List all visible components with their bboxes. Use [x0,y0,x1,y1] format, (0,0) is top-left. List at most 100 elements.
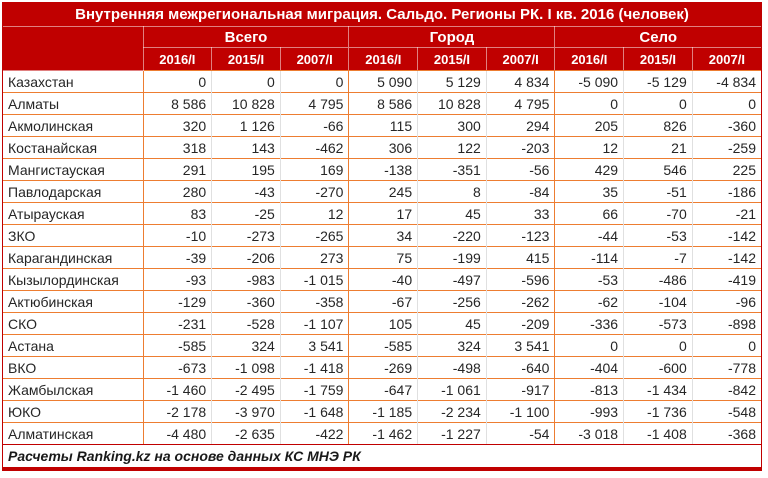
value-cell: -4 834 [691,70,761,93]
period-header: 2007/I [279,47,349,71]
value-cell: 320 [142,114,212,137]
value-cell: -600 [623,356,693,379]
value-cell: 4 795 [485,92,555,115]
value-cell: 294 [485,114,555,137]
table-row: Атырауская 83 -25 12 17 45 33 66 -70 -21 [3,202,761,225]
value-cell: 429 [554,158,624,181]
value-cell: -209 [485,312,555,335]
value-cell: -917 [485,378,555,401]
value-cell: 8 586 [348,92,418,115]
region-cell: Карагандинская [3,246,143,269]
value-cell: 1 126 [211,114,281,137]
table-row: Костанайская 318 143 -462 306 122 -203 12 21 -259 [3,136,761,159]
value-cell: 225 [691,158,761,181]
value-cell: -647 [348,378,418,401]
value-cell: -1 462 [348,422,418,444]
value-cell: -462 [279,136,349,159]
value-cell: -2 495 [211,378,281,401]
table-row: ЗКО -10 -273 -265 34 -220 -123 -44 -53 -142 [3,224,761,247]
value-cell: -10 [142,224,212,247]
region-cell: Кызылординская [3,268,143,291]
value-cell: -1 736 [623,400,693,423]
value-cell: 5 129 [417,70,487,93]
value-cell: 21 [623,136,693,159]
value-cell: -66 [279,114,349,137]
region-cell: Акмолинская [3,114,143,137]
value-cell: -1 648 [279,400,349,423]
period-header-row: 2016/I 2015/I 2007/I 2016/I 2015/I 2007/… [3,47,761,71]
table-row: Казахстан 0 0 0 5 090 5 129 4 834 -5 090 -5 129-… [3,70,761,93]
value-cell: -104 [623,290,693,313]
table-row: Акмолинская 320 1 126 -66 115 300 294 205 826 -36… [3,114,761,137]
value-cell: 245 [348,180,418,203]
value-cell: 205 [554,114,624,137]
table-title: Внутренняя межрегиональная миграция. Сал… [3,3,761,27]
value-cell: -259 [691,136,761,159]
value-cell: 0 [623,92,693,115]
table-row: Кызылординская -93 -983 -1 015 -40 -497 -596 -5… [3,268,761,291]
value-cell: -336 [554,312,624,335]
value-cell: -199 [417,246,487,269]
value-cell: -7 [623,246,693,269]
value-cell: -269 [348,356,418,379]
table-row: Мангистауская 291 195 169 -138 -351 -56 429 546 2… [3,158,761,181]
table-row: ВКО -673 -1 098 -1 418 -269 -498 -640 -404 -600-… [3,356,761,379]
value-cell: 10 828 [417,92,487,115]
region-cell: Алматинская [3,422,143,444]
value-cell: -5 090 [554,70,624,93]
value-cell: -358 [279,290,349,313]
region-cell: Казахстан [8,73,74,90]
value-cell: 5 090 [348,70,418,93]
value-cell: -498 [417,356,487,379]
value-cell: -360 [211,290,281,313]
value-cell: 66 [554,202,624,225]
value-cell: 8 [417,180,487,203]
value-cell: 4 834 [485,70,555,93]
value-cell: -3 018 [554,422,624,444]
value-cell: 83 [142,202,212,225]
group-header-row: Всего Город Село [3,26,761,71]
value-cell: -596 [485,268,555,291]
value-cell: -486 [623,268,693,291]
value-cell: 169 [279,158,349,181]
value-cell: -5 129 [623,70,693,93]
value-cell: 0 [623,334,693,357]
value-cell: -1 100 [485,400,555,423]
value-cell: -983 [211,268,281,291]
period-header: 2016/I [143,47,212,71]
value-cell: -548 [691,400,761,423]
value-cell: -1 061 [417,378,487,401]
value-cell: -1 098 [211,356,281,379]
value-cell: -265 [279,224,349,247]
value-cell: 10 828 [211,92,281,115]
value-cell: 195 [211,158,281,181]
table-row: Актюбинская -129 -360 -358 -67 -256 -262 -62 -10… [3,290,761,313]
period-header: 2015/I [623,47,693,71]
value-cell: -43 [211,180,281,203]
title-row: Внутренняя межрегиональная миграция. Сал… [3,3,761,27]
value-cell: -93 [142,268,212,291]
table-row: Карагандинская -39 -206 273 75 -199 415 -114 -7-… [3,246,761,269]
value-cell: 318 [142,136,212,159]
value-cell: 8 586 [142,92,212,115]
value-cell: -25 [211,202,281,225]
value-cell: 35 [554,180,624,203]
table-body: Казахстан 0 0 0 5 090 5 129 4 834 -5 090 -5 129-… [3,70,761,444]
region-cell: Алматы [3,92,143,115]
region-cell: ВКО [3,356,143,379]
table-row: Жамбылская -1 460 -2 495 -1 759 -647 -1 061 -9… [3,378,761,401]
migration-table: Внутренняя межрегиональная миграция. Сал… [3,3,761,444]
value-cell: -256 [417,290,487,313]
value-cell: -419 [691,268,761,291]
value-cell: 826 [623,114,693,137]
value-cell: -262 [485,290,555,313]
value-cell: -1 408 [623,422,693,444]
period-header: 2007/I [691,47,761,71]
value-cell: 122 [417,136,487,159]
value-cell: -1 418 [279,356,349,379]
value-cell: -351 [417,158,487,181]
value-cell: -123 [485,224,555,247]
value-cell: 33 [485,202,555,225]
value-cell: -1 434 [623,378,693,401]
value-cell: -70 [623,202,693,225]
